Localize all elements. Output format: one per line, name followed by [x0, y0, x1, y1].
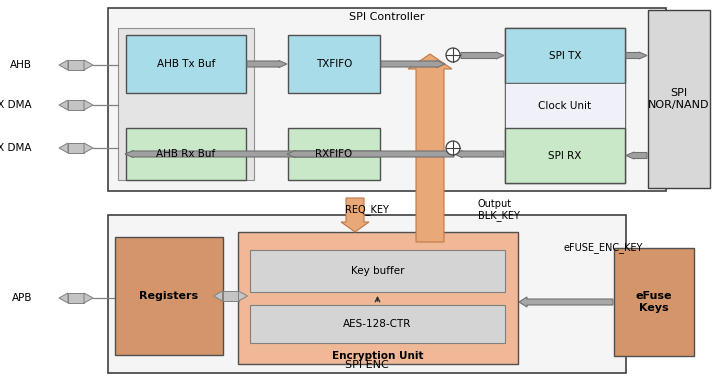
Text: AHB: AHB	[10, 60, 32, 70]
Polygon shape	[84, 293, 93, 303]
Bar	[126, 128, 246, 180]
Text: APB: APB	[11, 293, 32, 303]
Polygon shape	[125, 151, 381, 158]
Polygon shape	[59, 143, 68, 153]
Polygon shape	[626, 152, 647, 159]
Polygon shape	[247, 60, 287, 67]
Text: RX DMA: RX DMA	[0, 143, 32, 153]
Text: Registers: Registers	[139, 291, 199, 301]
Text: REQ_KEY: REQ_KEY	[345, 205, 389, 216]
Polygon shape	[461, 52, 504, 59]
Text: SPI Controller: SPI Controller	[349, 12, 425, 22]
Polygon shape	[408, 54, 452, 242]
Text: SPI ENC: SPI ENC	[345, 360, 389, 370]
Bar	[68, 143, 84, 153]
Polygon shape	[84, 60, 93, 70]
Bar	[115, 237, 223, 355]
Text: eFUSE_ENC_KEY: eFUSE_ENC_KEY	[564, 243, 643, 254]
Polygon shape	[287, 151, 454, 158]
Circle shape	[446, 141, 460, 155]
Text: SPI
NOR/NAND: SPI NOR/NAND	[648, 88, 710, 110]
Bar	[118, 28, 254, 180]
Polygon shape	[381, 60, 445, 67]
Text: eFuse
Keys: eFuse Keys	[635, 291, 672, 313]
Bar	[68, 100, 84, 110]
Text: RXFIFO: RXFIFO	[315, 149, 353, 159]
Bar	[108, 8, 666, 191]
Polygon shape	[84, 100, 93, 110]
Bar	[505, 28, 625, 183]
Bar	[505, 28, 625, 83]
Bar	[614, 248, 694, 356]
Bar	[68, 60, 84, 70]
Text: AES-128-CTR: AES-128-CTR	[343, 319, 411, 329]
Bar	[288, 128, 380, 180]
Bar	[238, 232, 518, 364]
Polygon shape	[59, 100, 68, 110]
Polygon shape	[454, 151, 504, 158]
Text: AHB Tx Buf: AHB Tx Buf	[157, 59, 215, 69]
Polygon shape	[238, 291, 248, 301]
Text: TXFIFO: TXFIFO	[316, 59, 353, 69]
Polygon shape	[84, 143, 93, 153]
Text: Clock Unit: Clock Unit	[538, 100, 592, 111]
Bar	[648, 10, 710, 188]
Bar	[250, 250, 505, 292]
Text: Output
BLK_KEY: Output BLK_KEY	[478, 199, 520, 221]
Bar	[68, 293, 84, 303]
Polygon shape	[59, 60, 68, 70]
Text: AHB Rx Buf: AHB Rx Buf	[157, 149, 215, 159]
Text: SPI TX: SPI TX	[549, 51, 582, 60]
Bar	[126, 35, 246, 93]
Bar	[505, 83, 625, 128]
Text: Encryption Unit: Encryption Unit	[332, 351, 424, 361]
Bar	[108, 215, 626, 373]
Bar	[223, 291, 238, 301]
Polygon shape	[59, 293, 68, 303]
Circle shape	[446, 48, 460, 62]
Text: TX DMA: TX DMA	[0, 100, 32, 110]
Text: Key buffer: Key buffer	[351, 266, 404, 276]
Polygon shape	[519, 297, 613, 307]
Polygon shape	[341, 198, 369, 232]
Polygon shape	[213, 291, 223, 301]
Polygon shape	[626, 52, 647, 59]
Bar	[288, 35, 380, 93]
Bar	[505, 128, 625, 183]
Text: SPI RX: SPI RX	[549, 151, 582, 160]
Bar	[250, 305, 505, 343]
